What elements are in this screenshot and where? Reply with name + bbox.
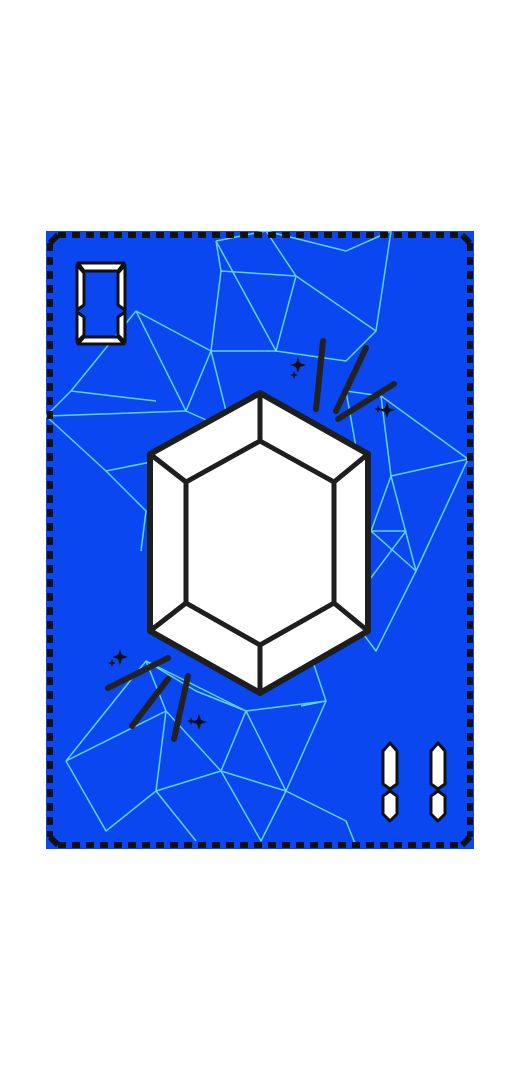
sparkle-icon bbox=[187, 717, 195, 725]
sparkle-icon bbox=[108, 659, 116, 667]
sparkle-icons bbox=[108, 357, 395, 730]
sparkle-icon bbox=[290, 371, 298, 379]
border-dashes bbox=[47, 232, 473, 848]
game-card[interactable]: 0 11 bbox=[46, 231, 474, 849]
top-left-value-digits bbox=[75, 261, 127, 346]
sparkle-icon bbox=[112, 649, 128, 665]
sparkle-icon bbox=[374, 405, 382, 413]
sparkle-icon bbox=[191, 714, 207, 730]
shine-lines-top-right bbox=[313, 338, 397, 422]
shine-lines-bottom-left bbox=[105, 655, 191, 742]
gem-icon bbox=[147, 390, 371, 696]
sparkle-icon bbox=[290, 357, 306, 373]
sparkle-icon bbox=[379, 402, 395, 418]
bottom-right-value-digits bbox=[381, 741, 447, 823]
card-artwork bbox=[46, 231, 474, 849]
